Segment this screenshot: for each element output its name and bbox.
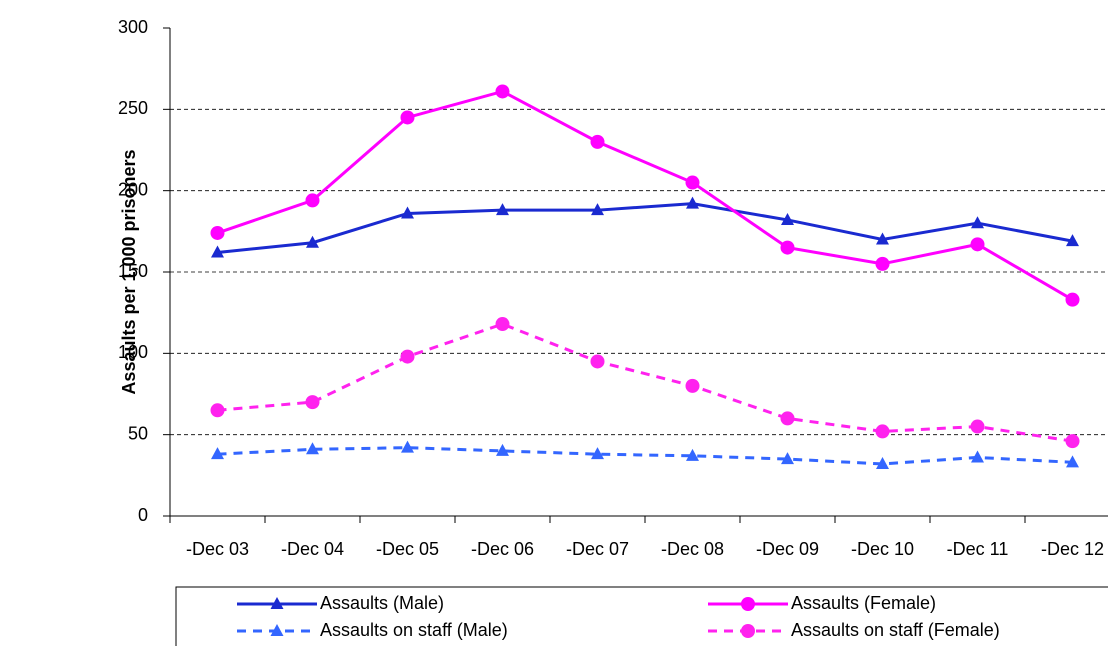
point: [270, 624, 284, 636]
legend-box: [175, 586, 1108, 646]
x-tick-label: -Dec 06: [471, 539, 534, 559]
series-line: [217, 89, 1074, 301]
y-tick-label: 50: [128, 423, 148, 443]
point: [780, 240, 795, 255]
legend-label: Assaults on staff (Female): [791, 620, 1000, 640]
point: [781, 212, 794, 225]
point: [495, 84, 510, 99]
point: [210, 403, 225, 418]
point: [305, 193, 320, 208]
point: [1065, 434, 1080, 449]
point: [401, 440, 414, 453]
series-line: [217, 202, 1073, 254]
point: [400, 110, 415, 125]
point: [741, 597, 755, 611]
y-tick-label: 200: [118, 179, 148, 199]
y-axis-title: Assaults per 1,000 prisoners: [119, 149, 139, 394]
point: [591, 203, 604, 216]
legend-label: Assaults (Female): [791, 593, 936, 613]
point: [1066, 234, 1079, 247]
point: [211, 447, 224, 460]
point: [685, 175, 700, 190]
y-tick-label: 150: [118, 261, 148, 281]
point: [400, 349, 415, 364]
point: [970, 419, 985, 434]
point: [970, 237, 985, 252]
x-tick-label: -Dec 10: [851, 539, 914, 559]
point: [211, 245, 224, 258]
y-tick-label: 100: [118, 342, 148, 362]
point: [971, 450, 984, 463]
point: [875, 256, 890, 271]
legend-label: Assaults on staff (Male): [320, 620, 508, 640]
point: [876, 456, 889, 469]
point: [306, 442, 319, 455]
point: [401, 206, 414, 219]
point: [876, 232, 889, 245]
series-line: [217, 446, 1073, 466]
point: [591, 447, 604, 460]
y-tick-label: 250: [118, 98, 148, 118]
point: [590, 134, 605, 149]
legend-label: Assaults (Male): [320, 593, 444, 613]
x-tick-label: -Dec 04: [281, 539, 344, 559]
y-tick-label: 300: [118, 17, 148, 37]
point: [270, 597, 284, 609]
point: [496, 443, 509, 456]
point: [1065, 292, 1080, 307]
x-tick-label: -Dec 12: [1041, 539, 1104, 559]
point: [780, 411, 795, 426]
point: [1066, 455, 1079, 468]
point: [686, 196, 699, 209]
point: [210, 225, 225, 240]
x-tick-label: -Dec 09: [756, 539, 819, 559]
point: [741, 624, 755, 638]
point: [685, 378, 700, 393]
point: [971, 216, 984, 229]
x-tick-label: -Dec 08: [661, 539, 724, 559]
point: [495, 317, 510, 332]
point: [781, 452, 794, 465]
x-tick-label: -Dec 05: [376, 539, 439, 559]
y-tick-label: 0: [138, 505, 148, 525]
point: [590, 354, 605, 369]
point: [305, 395, 320, 410]
series-line: [217, 322, 1073, 443]
point: [306, 235, 319, 248]
x-tick-label: -Dec 11: [947, 539, 1009, 559]
point: [496, 203, 509, 216]
point: [686, 448, 699, 461]
x-tick-label: -Dec 03: [186, 539, 249, 559]
point: [875, 424, 890, 439]
x-tick-label: -Dec 07: [566, 539, 629, 559]
